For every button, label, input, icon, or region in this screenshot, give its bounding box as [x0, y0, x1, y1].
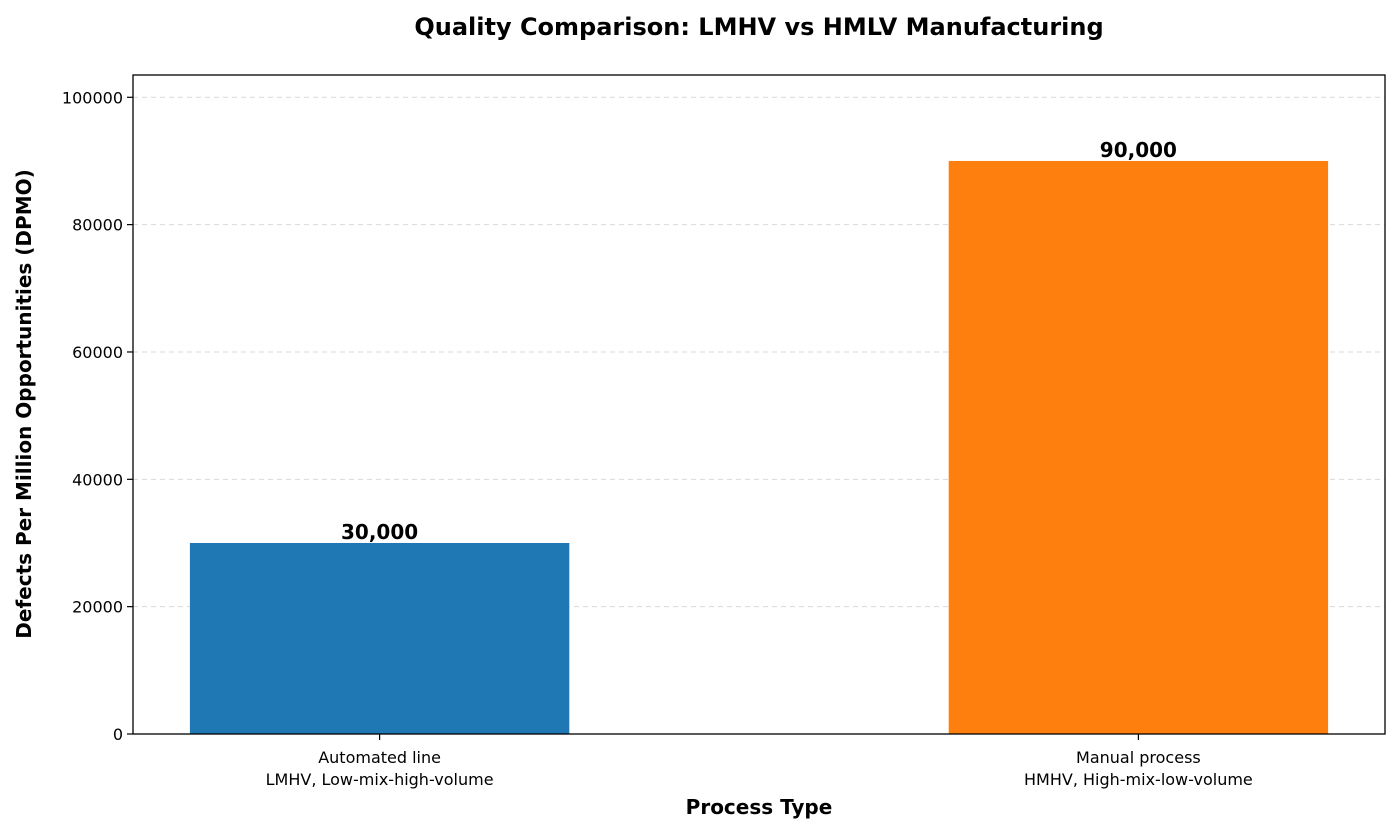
- x-tick-label: HMHV, High-mix-low-volume: [1024, 770, 1253, 789]
- bar-value-label: 90,000: [1100, 138, 1177, 162]
- y-axis-label: Defects Per Million Opportunities (DPMO): [12, 169, 36, 638]
- chart-title: Quality Comparison: LMHV vs HMLV Manufac…: [414, 13, 1103, 41]
- y-tick-label: 60000: [72, 343, 123, 362]
- bar: [189, 542, 570, 734]
- y-tick-label: 40000: [72, 470, 123, 489]
- y-tick-label: 100000: [62, 88, 123, 107]
- x-tick-label: Automated line: [318, 748, 441, 767]
- x-axis-label: Process Type: [686, 795, 833, 819]
- y-tick-label: 80000: [72, 216, 123, 235]
- bar: [948, 160, 1329, 734]
- y-tick-label: 0: [113, 725, 123, 744]
- y-tick-label: 20000: [72, 598, 123, 617]
- plot-frame: [132, 74, 1386, 735]
- bar-value-label: 30,000: [341, 520, 418, 544]
- y-axis: 0 20000 40000 60000 80000 100000: [62, 88, 133, 744]
- x-tick-label: Manual process: [1076, 748, 1201, 767]
- x-tick-label: LMHV, Low-mix-high-volume: [266, 770, 494, 789]
- bars: 30,000 90,000: [189, 138, 1329, 734]
- x-axis: Automated line LMHV, Low-mix-high-volume M…: [266, 734, 1253, 789]
